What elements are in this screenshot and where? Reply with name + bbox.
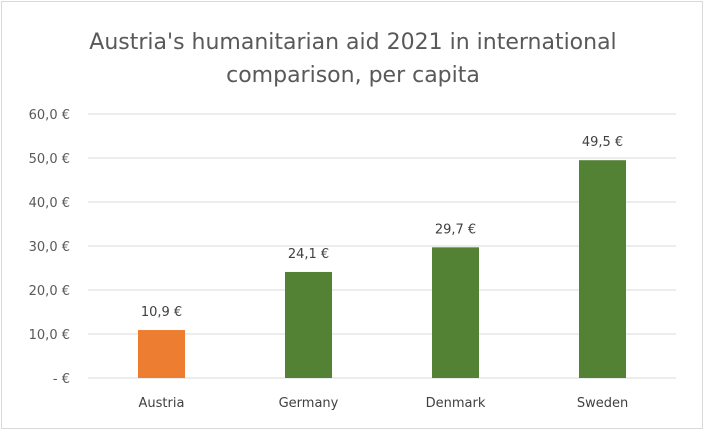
x-tick-label: Denmark bbox=[426, 396, 486, 411]
data-label: 49,5 € bbox=[582, 135, 623, 150]
chart-title-line-2: comparison, per capita bbox=[226, 63, 480, 88]
y-tick-label: 30,0 € bbox=[29, 240, 70, 255]
y-tick-label: 40,0 € bbox=[29, 196, 70, 211]
chart-title-line-1: Austria's humanitarian aid 2021 in inter… bbox=[89, 30, 617, 55]
y-tick-label: - € bbox=[53, 372, 70, 387]
chart-title: Austria's humanitarian aid 2021 in inter… bbox=[0, 26, 706, 92]
x-tick-label: Austria bbox=[139, 396, 185, 411]
y-tick-label: 10,0 € bbox=[29, 328, 70, 343]
y-tick-label: 50,0 € bbox=[29, 152, 70, 167]
y-tick-label: 60,0 € bbox=[29, 108, 70, 123]
x-tick-label: Sweden bbox=[577, 396, 628, 411]
y-tick-label: 20,0 € bbox=[29, 284, 70, 299]
bar bbox=[138, 330, 185, 378]
data-label: 24,1 € bbox=[288, 247, 329, 262]
data-label: 10,9 € bbox=[141, 305, 182, 320]
x-tick-label: Germany bbox=[279, 396, 339, 411]
bar bbox=[579, 160, 626, 378]
bar bbox=[285, 271, 332, 378]
data-label: 29,7 € bbox=[435, 222, 476, 237]
bar bbox=[432, 247, 479, 378]
